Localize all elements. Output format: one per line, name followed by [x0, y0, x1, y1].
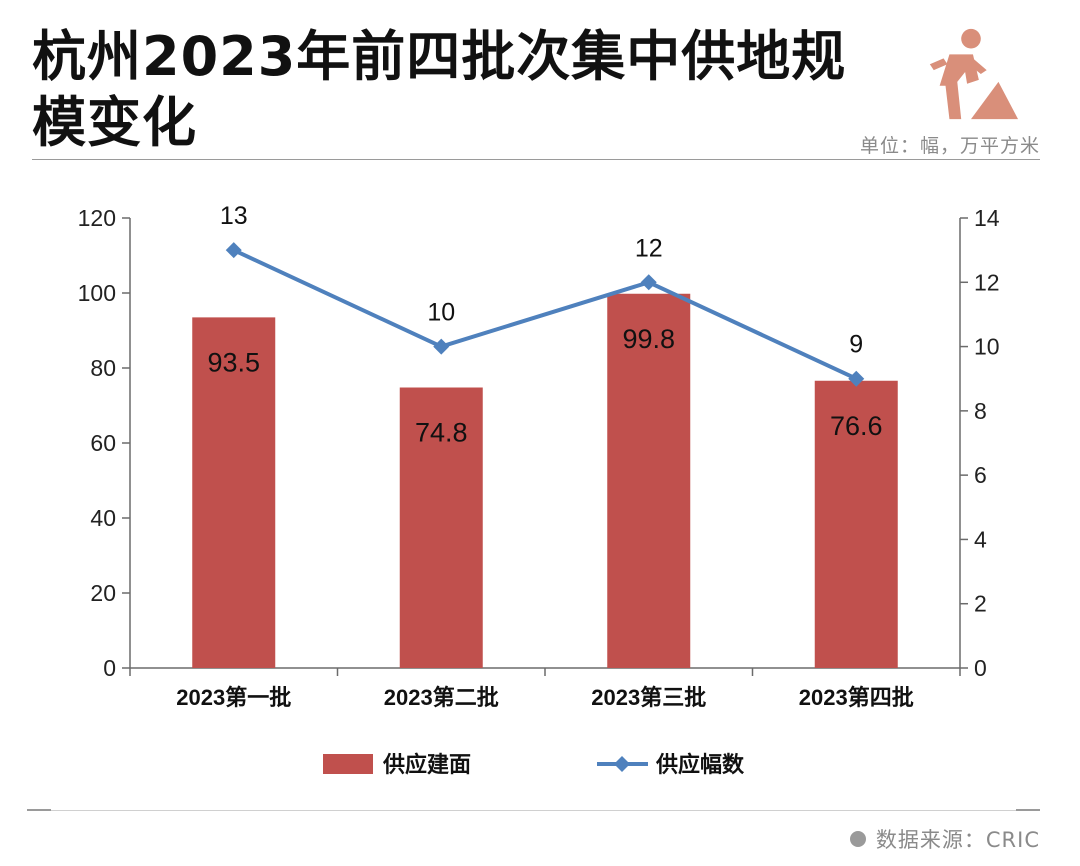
footer-divider-left	[27, 809, 51, 811]
source-bullet-icon	[849, 831, 866, 847]
x-tick-label: 2023第二批	[384, 685, 499, 710]
y-right-tick-label: 12	[974, 269, 1000, 295]
source-text: 数据来源：CRIC	[875, 828, 1040, 852]
y-left-tick-label: 60	[90, 430, 116, 456]
y-left-tick-label: 0	[103, 655, 116, 681]
line-point	[640, 274, 657, 291]
line-data-label: 13	[220, 202, 248, 230]
line-series	[232, 248, 858, 381]
bar	[399, 387, 483, 668]
legend-bar-label: 供应建面	[382, 752, 471, 777]
y-right-tick-label: 6	[974, 462, 987, 488]
x-tick-label: 2023第四批	[799, 685, 914, 710]
y-right-tick-label: 4	[974, 526, 987, 552]
chart: 0 20 40 60 80 100 120 0 2 4 6 8 10 12 14 2023第一批 2023第二批…	[78, 202, 1000, 777]
y-left-tick-label: 100	[78, 280, 116, 306]
y-left-tick-label: 40	[90, 505, 116, 531]
bar	[192, 317, 276, 668]
line-point	[433, 338, 450, 355]
title-divider	[32, 159, 1040, 160]
bar-data-label: 93.5	[207, 347, 260, 377]
legend-bar-swatch	[323, 754, 373, 774]
footer-divider-right	[1016, 809, 1040, 811]
y-right-tick-label: 0	[974, 655, 987, 681]
bar	[607, 293, 691, 668]
line-data-label: 10	[427, 299, 455, 327]
y-right-tick-label: 10	[974, 334, 1000, 360]
unit-label: 单位：幅，万平方米	[859, 135, 1040, 157]
legend-line-marker	[614, 756, 630, 772]
bar-data-label: 74.8	[415, 418, 468, 448]
legend-line-label: 供应幅数	[655, 752, 745, 777]
y-left-tick-label: 20	[90, 580, 116, 606]
y-right-tick-label: 8	[974, 398, 987, 424]
source-note: 数据来源：CRIC	[849, 824, 1040, 854]
y-left-tick-label: 120	[78, 205, 116, 231]
bar-data-label: 76.6	[830, 411, 883, 441]
line-data-label: 9	[849, 331, 863, 359]
x-tick-label: 2023第一批	[176, 685, 291, 710]
line-data-label: 12	[635, 234, 663, 262]
line-point	[848, 370, 865, 387]
bar	[814, 380, 898, 668]
y-right-tick-label: 2	[974, 591, 987, 617]
x-tick-label: 2023第三批	[591, 685, 706, 710]
footer-divider	[51, 810, 1020, 811]
page-title: 杭州2023年前四批次集中供地规模变化	[32, 25, 847, 154]
y-right-tick-label: 14	[974, 205, 1000, 231]
y-left-tick-label: 80	[90, 355, 116, 381]
construction-worker-icon	[929, 28, 1019, 120]
bar-data-label: 99.8	[622, 324, 675, 354]
line-point	[225, 242, 242, 259]
